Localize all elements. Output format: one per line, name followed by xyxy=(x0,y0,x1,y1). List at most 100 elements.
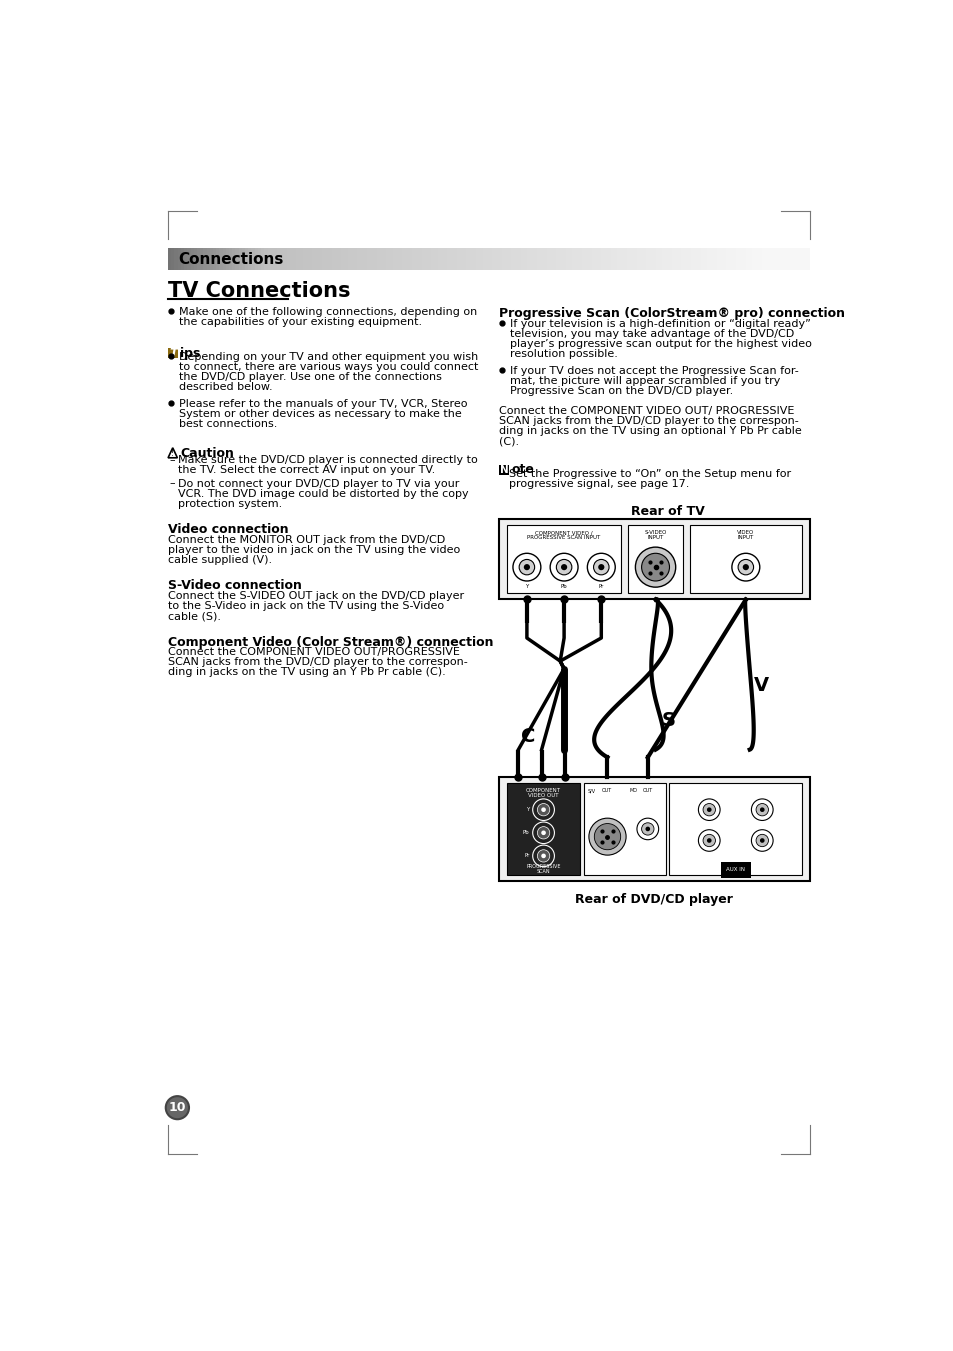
FancyBboxPatch shape xyxy=(689,524,801,593)
Text: VCR. The DVD image could be distorted by the copy: VCR. The DVD image could be distorted by… xyxy=(178,489,468,499)
Text: If your television is a high-definition or “digital ready”: If your television is a high-definition … xyxy=(509,319,810,330)
FancyBboxPatch shape xyxy=(706,249,710,270)
Text: ding in jacks on the TV using an optional Y Pb Pr cable: ding in jacks on the TV using an optiona… xyxy=(498,426,801,436)
Circle shape xyxy=(537,804,549,816)
Circle shape xyxy=(645,827,649,831)
Text: S/V: S/V xyxy=(587,788,596,793)
FancyBboxPatch shape xyxy=(207,249,210,270)
FancyBboxPatch shape xyxy=(506,782,579,875)
Text: VIDEO: VIDEO xyxy=(737,530,754,535)
Text: protection system.: protection system. xyxy=(178,499,282,508)
Text: Do not connect your DVD/CD player to TV via your: Do not connect your DVD/CD player to TV … xyxy=(178,478,459,489)
FancyBboxPatch shape xyxy=(581,249,585,270)
FancyBboxPatch shape xyxy=(713,249,717,270)
Text: V: V xyxy=(753,677,768,696)
FancyBboxPatch shape xyxy=(434,249,437,270)
FancyBboxPatch shape xyxy=(575,249,578,270)
FancyBboxPatch shape xyxy=(530,249,534,270)
Text: SCAN: SCAN xyxy=(537,869,550,874)
FancyBboxPatch shape xyxy=(675,249,678,270)
Text: Rear of DVD/CD player: Rear of DVD/CD player xyxy=(575,893,733,907)
Circle shape xyxy=(706,808,711,812)
Text: Y: Y xyxy=(526,807,529,812)
FancyBboxPatch shape xyxy=(741,249,745,270)
FancyBboxPatch shape xyxy=(501,249,505,270)
Circle shape xyxy=(706,838,711,843)
FancyBboxPatch shape xyxy=(485,249,489,270)
Text: COMPONENT: COMPONENT xyxy=(525,788,560,793)
FancyBboxPatch shape xyxy=(495,249,498,270)
FancyBboxPatch shape xyxy=(661,249,665,270)
Text: OUT: OUT xyxy=(641,788,652,793)
FancyBboxPatch shape xyxy=(607,249,611,270)
FancyBboxPatch shape xyxy=(539,249,543,270)
Circle shape xyxy=(518,559,534,574)
FancyBboxPatch shape xyxy=(584,249,588,270)
Text: best connections.: best connections. xyxy=(179,419,277,430)
FancyBboxPatch shape xyxy=(261,249,264,270)
FancyBboxPatch shape xyxy=(335,249,338,270)
FancyBboxPatch shape xyxy=(498,519,809,600)
Text: Set the Progressive to “On” on the Setup menu for: Set the Progressive to “On” on the Setup… xyxy=(509,469,790,478)
FancyBboxPatch shape xyxy=(623,249,627,270)
Text: VIDEO OUT: VIDEO OUT xyxy=(528,793,558,797)
Text: –: – xyxy=(500,469,506,478)
FancyBboxPatch shape xyxy=(341,249,345,270)
FancyBboxPatch shape xyxy=(200,249,204,270)
FancyBboxPatch shape xyxy=(546,249,550,270)
Text: to connect, there are various ways you could connect: to connect, there are various ways you c… xyxy=(179,362,477,373)
FancyBboxPatch shape xyxy=(668,249,672,270)
Text: the capabilities of your existing equipment.: the capabilities of your existing equipm… xyxy=(179,317,421,327)
FancyBboxPatch shape xyxy=(405,249,409,270)
FancyBboxPatch shape xyxy=(245,249,249,270)
FancyBboxPatch shape xyxy=(745,249,748,270)
Text: Video connection: Video connection xyxy=(168,523,289,536)
FancyBboxPatch shape xyxy=(664,249,668,270)
FancyBboxPatch shape xyxy=(722,249,726,270)
FancyBboxPatch shape xyxy=(598,249,601,270)
Text: OUT: OUT xyxy=(600,788,611,793)
Circle shape xyxy=(537,850,549,862)
FancyBboxPatch shape xyxy=(520,249,524,270)
Text: (C).: (C). xyxy=(498,436,518,446)
Text: PROGRESSIVE: PROGRESSIVE xyxy=(526,865,560,869)
Text: Pr: Pr xyxy=(598,584,603,589)
FancyBboxPatch shape xyxy=(690,249,694,270)
Circle shape xyxy=(760,808,763,812)
FancyBboxPatch shape xyxy=(739,249,742,270)
FancyBboxPatch shape xyxy=(671,249,675,270)
FancyBboxPatch shape xyxy=(626,249,630,270)
FancyBboxPatch shape xyxy=(716,249,720,270)
FancyBboxPatch shape xyxy=(360,249,364,270)
FancyBboxPatch shape xyxy=(800,249,803,270)
Circle shape xyxy=(738,559,753,574)
Circle shape xyxy=(556,559,571,574)
FancyBboxPatch shape xyxy=(549,249,553,270)
FancyBboxPatch shape xyxy=(680,249,684,270)
FancyBboxPatch shape xyxy=(351,249,355,270)
Text: Rear of TV: Rear of TV xyxy=(631,505,704,517)
FancyBboxPatch shape xyxy=(565,249,569,270)
FancyBboxPatch shape xyxy=(440,249,444,270)
FancyBboxPatch shape xyxy=(181,249,184,270)
FancyBboxPatch shape xyxy=(302,249,306,270)
Circle shape xyxy=(641,554,669,581)
FancyBboxPatch shape xyxy=(649,249,652,270)
FancyBboxPatch shape xyxy=(627,524,682,593)
FancyBboxPatch shape xyxy=(332,249,335,270)
Text: Component Video (Color Stream®) connection: Component Video (Color Stream®) connecti… xyxy=(168,636,493,648)
Circle shape xyxy=(593,559,608,574)
Circle shape xyxy=(756,804,768,816)
FancyBboxPatch shape xyxy=(466,249,470,270)
FancyBboxPatch shape xyxy=(168,249,172,270)
FancyBboxPatch shape xyxy=(357,249,360,270)
Text: described below.: described below. xyxy=(179,382,273,392)
FancyBboxPatch shape xyxy=(543,249,546,270)
Text: ips: ips xyxy=(180,347,201,359)
FancyBboxPatch shape xyxy=(274,249,277,270)
FancyBboxPatch shape xyxy=(760,249,764,270)
FancyBboxPatch shape xyxy=(222,249,226,270)
FancyBboxPatch shape xyxy=(732,249,736,270)
Text: the TV. Select the correct AV input on your TV.: the TV. Select the correct AV input on y… xyxy=(178,465,435,474)
Text: SCAN jacks from the DVD/CD player to the correspon-: SCAN jacks from the DVD/CD player to the… xyxy=(168,657,467,667)
